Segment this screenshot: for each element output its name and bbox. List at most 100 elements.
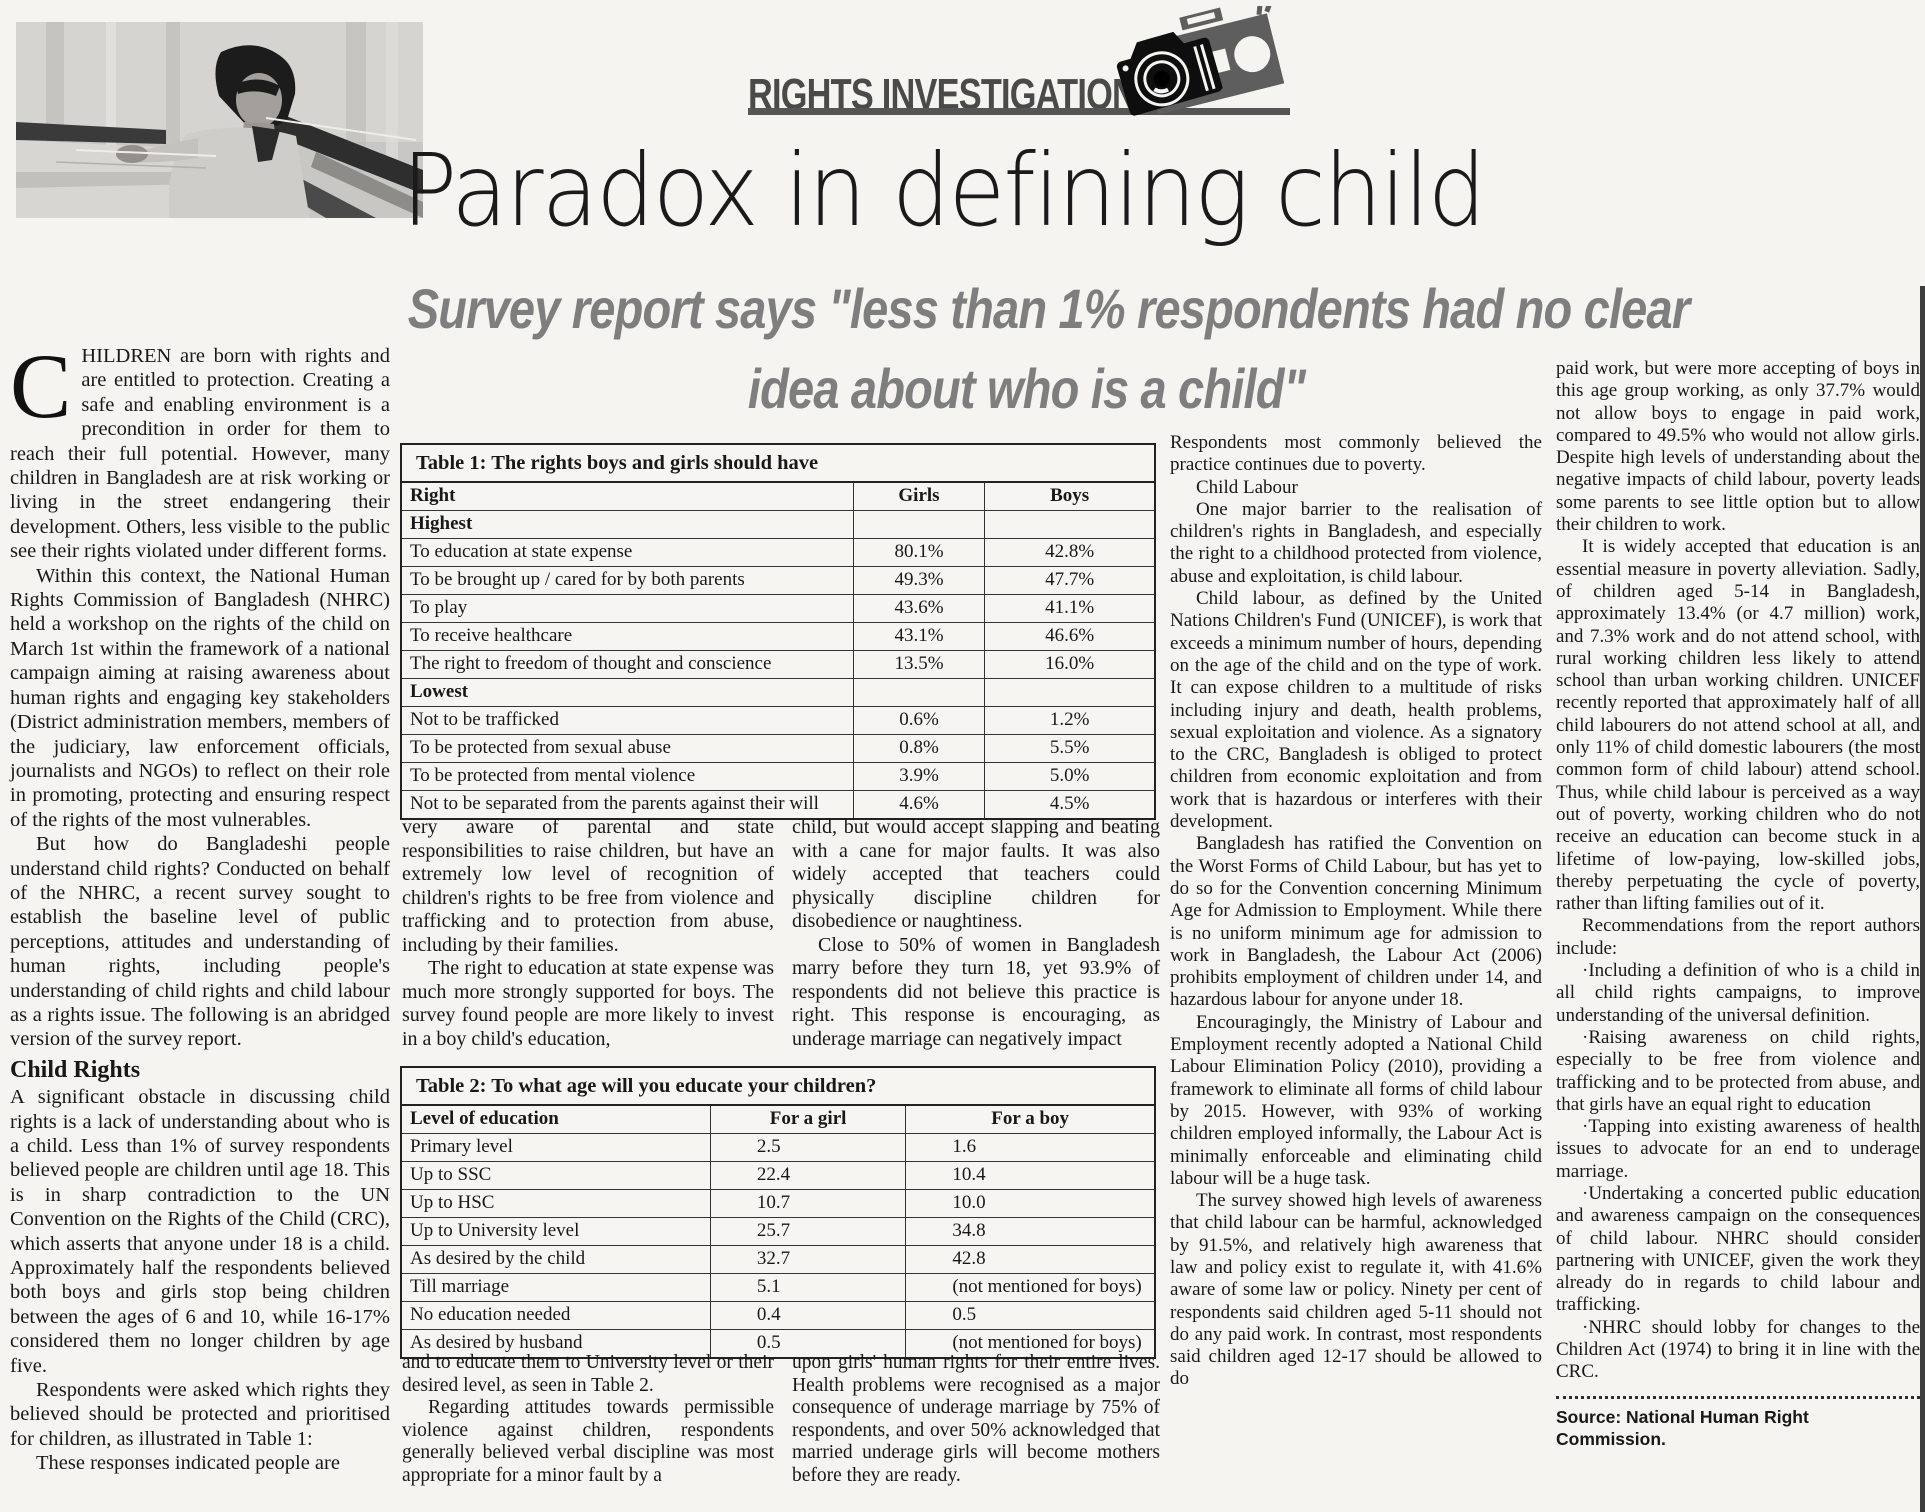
subtitle-line-2: idea about who is a child": [747, 357, 1306, 420]
table-cell-label: No education needed: [402, 1301, 711, 1330]
column-header: Girls: [852, 483, 985, 511]
paragraph: Respondents were asked which rights they…: [10, 1379, 390, 1450]
column-3-lower: upon girls' human rights for their entir…: [792, 1352, 1160, 1488]
paragraph: Close to 50% of women in Bangladesh marr…: [792, 933, 1160, 1050]
table-cell-label: Up to SSC: [402, 1161, 711, 1190]
subheading-child-labour: Child Labour: [1196, 476, 1298, 498]
paragraph: and to educate them to University level …: [402, 1352, 774, 1396]
table-row: Up to HSC 10.7 10.0: [402, 1189, 1154, 1218]
table-row: Till marriage 5.1 (not mentioned for boys): [402, 1273, 1154, 1302]
table-cell-value: 1.6: [905, 1133, 1154, 1162]
column-header: For a girl: [709, 1106, 906, 1134]
table-1-rights: Table 1: The rights boys and girls shoul…: [400, 443, 1156, 820]
table-cell-value: 43.1%: [852, 622, 985, 651]
camera-icon: [1116, 31, 1223, 116]
table-cell-value: 4.5%: [984, 790, 1154, 818]
column-header: Right: [402, 483, 854, 511]
scan-edge-artifact: [1920, 286, 1925, 1512]
table-cell-label: As desired by the child: [402, 1245, 711, 1274]
table-cell-value: 2.5: [709, 1133, 906, 1162]
table-cell-value: 49.3%: [852, 566, 985, 595]
column-header: Boys: [984, 483, 1154, 511]
table-cell-value: 42.8: [905, 1245, 1154, 1274]
table-cell-value: 10.7: [709, 1189, 906, 1218]
table-cell-value: [852, 510, 985, 539]
table-cell-value: 47.7%: [984, 566, 1154, 595]
table-row: To be protected from sexual abuse 0.8% 5.5…: [402, 734, 1154, 763]
paragraph: very aware of parental and state respons…: [402, 816, 774, 956]
table-header-row: Right Girls Boys: [402, 483, 1154, 511]
table-title: Table 2: To what age will you educate yo…: [402, 1068, 1154, 1106]
table-cell-value: 43.6%: [852, 594, 985, 623]
table-row: Up to University level 25.7 34.8: [402, 1217, 1154, 1246]
table-cell-label: Lowest: [402, 678, 854, 707]
table-row: To be brought up / cared for by both par…: [402, 566, 1154, 595]
paragraph: Respondents most commonly believed the p…: [1170, 432, 1542, 476]
paragraph: It is widely accepted that education is …: [1556, 536, 1920, 915]
column-2-upper: very aware of parental and state respons…: [402, 816, 774, 1051]
table-cell-value: 16.0%: [984, 650, 1154, 679]
paragraph: A significant obstacle in discussing chi…: [10, 1086, 390, 1377]
column-5: paid work, but were more accepting of bo…: [1556, 358, 1920, 1450]
source-credit: Source: National Human Right Commission.: [1556, 1406, 1809, 1449]
table-cell-value: 3.9%: [852, 762, 985, 791]
table-cell-label: Till marriage: [402, 1273, 711, 1302]
table-cell-value: 0.5: [905, 1301, 1154, 1330]
paragraph: paid work, but were more accepting of bo…: [1556, 358, 1920, 536]
table-cell-value: 22.4: [709, 1161, 906, 1190]
table-cell-label: To be protected from sexual abuse: [402, 734, 854, 763]
table-cell-value: 0.5: [709, 1329, 906, 1357]
table-cell-label: To receive healthcare: [402, 622, 854, 651]
table-cell-label: Not to be trafficked: [402, 706, 854, 735]
table-cell-label: To play: [402, 594, 854, 623]
kicker-underline: [748, 108, 1290, 115]
table-header-row: Level of education For a girl For a boy: [402, 1106, 1154, 1134]
table-row: No education needed 0.4 0.5: [402, 1301, 1154, 1330]
paragraph: Child labour, as defined by the United N…: [1170, 588, 1542, 833]
table-cell-label: Highest: [402, 510, 854, 539]
bullet-item: ·Raising awareness on child rights, espe…: [1556, 1026, 1920, 1115]
table-cell-label: To be brought up / cared for by both par…: [402, 566, 854, 595]
column-2-lower: and to educate them to University level …: [402, 1352, 774, 1488]
table-title: Table 1: The rights boys and girls shoul…: [402, 445, 1154, 483]
paragraph: Within this context, the National Human …: [10, 564, 390, 831]
paragraph: These responses indicated people are: [36, 1452, 340, 1475]
bullet-item: ·Including a definition of who is a chil…: [1556, 960, 1920, 1026]
paragraph: Regarding attitudes towards permissible …: [402, 1397, 774, 1486]
paragraph: The right to education at state expense …: [402, 957, 774, 1050]
table-cell-value: (not mentioned for boys): [905, 1273, 1154, 1302]
paragraph: Encouragingly, the Ministry of Labour an…: [1170, 1011, 1542, 1189]
dotted-rule: [1556, 1395, 1920, 1399]
paragraph: The survey showed high levels of awarene…: [1170, 1190, 1542, 1390]
table-cell-value: 1.2%: [984, 706, 1154, 735]
table-2-education: Table 2: To what age will you educate yo…: [400, 1066, 1156, 1359]
column-3-upper: child, but would accept slapping and bea…: [792, 816, 1160, 1051]
table-cell-value: 42.8%: [984, 538, 1154, 567]
table-cell-value: (not mentioned for boys): [905, 1329, 1154, 1357]
paragraph: Bangladesh has ratified the Convention o…: [1170, 833, 1542, 1011]
table-row: As desired by husband 0.5 (not mentioned f…: [402, 1329, 1154, 1357]
table-row: Lowest: [402, 678, 1154, 707]
table-row: Highest: [402, 510, 1154, 539]
table-cell-value: 46.6%: [984, 622, 1154, 651]
column-1: CHILDREN are born with rights and are en…: [10, 335, 390, 1476]
article-photo: [16, 22, 423, 220]
table-row: To education at state expense 80.1% 42.8%: [402, 538, 1154, 567]
table-cell-value: 5.5%: [984, 734, 1154, 763]
column-header: Level of education: [402, 1106, 711, 1134]
table-row: Not to be separated from the parents aga…: [402, 790, 1154, 818]
table-row: To play 43.6% 41.1%: [402, 594, 1154, 623]
paragraph: CHILDREN are born with rights and are en…: [10, 335, 390, 563]
boy-at-loom-photo: [16, 22, 423, 220]
column-header: For a boy: [905, 1106, 1154, 1134]
subtitle-line-1: Survey report says "less than 1% respond…: [407, 277, 1690, 340]
table-row: Primary level 2.5 1.6: [402, 1133, 1154, 1162]
table-cell-label: The right to freedom of thought and cons…: [402, 650, 854, 679]
table: Level of education For a girl For a boy …: [402, 1106, 1154, 1357]
table-cell-label: To be protected from mental violence: [402, 762, 854, 791]
paragraph: One major barrier to the realisation of …: [1170, 498, 1542, 587]
section-heading-child-rights: Child Rights: [10, 1056, 141, 1083]
table: Right Girls Boys Highest To education at …: [402, 483, 1154, 818]
table-cell-value: 41.1%: [984, 594, 1154, 623]
